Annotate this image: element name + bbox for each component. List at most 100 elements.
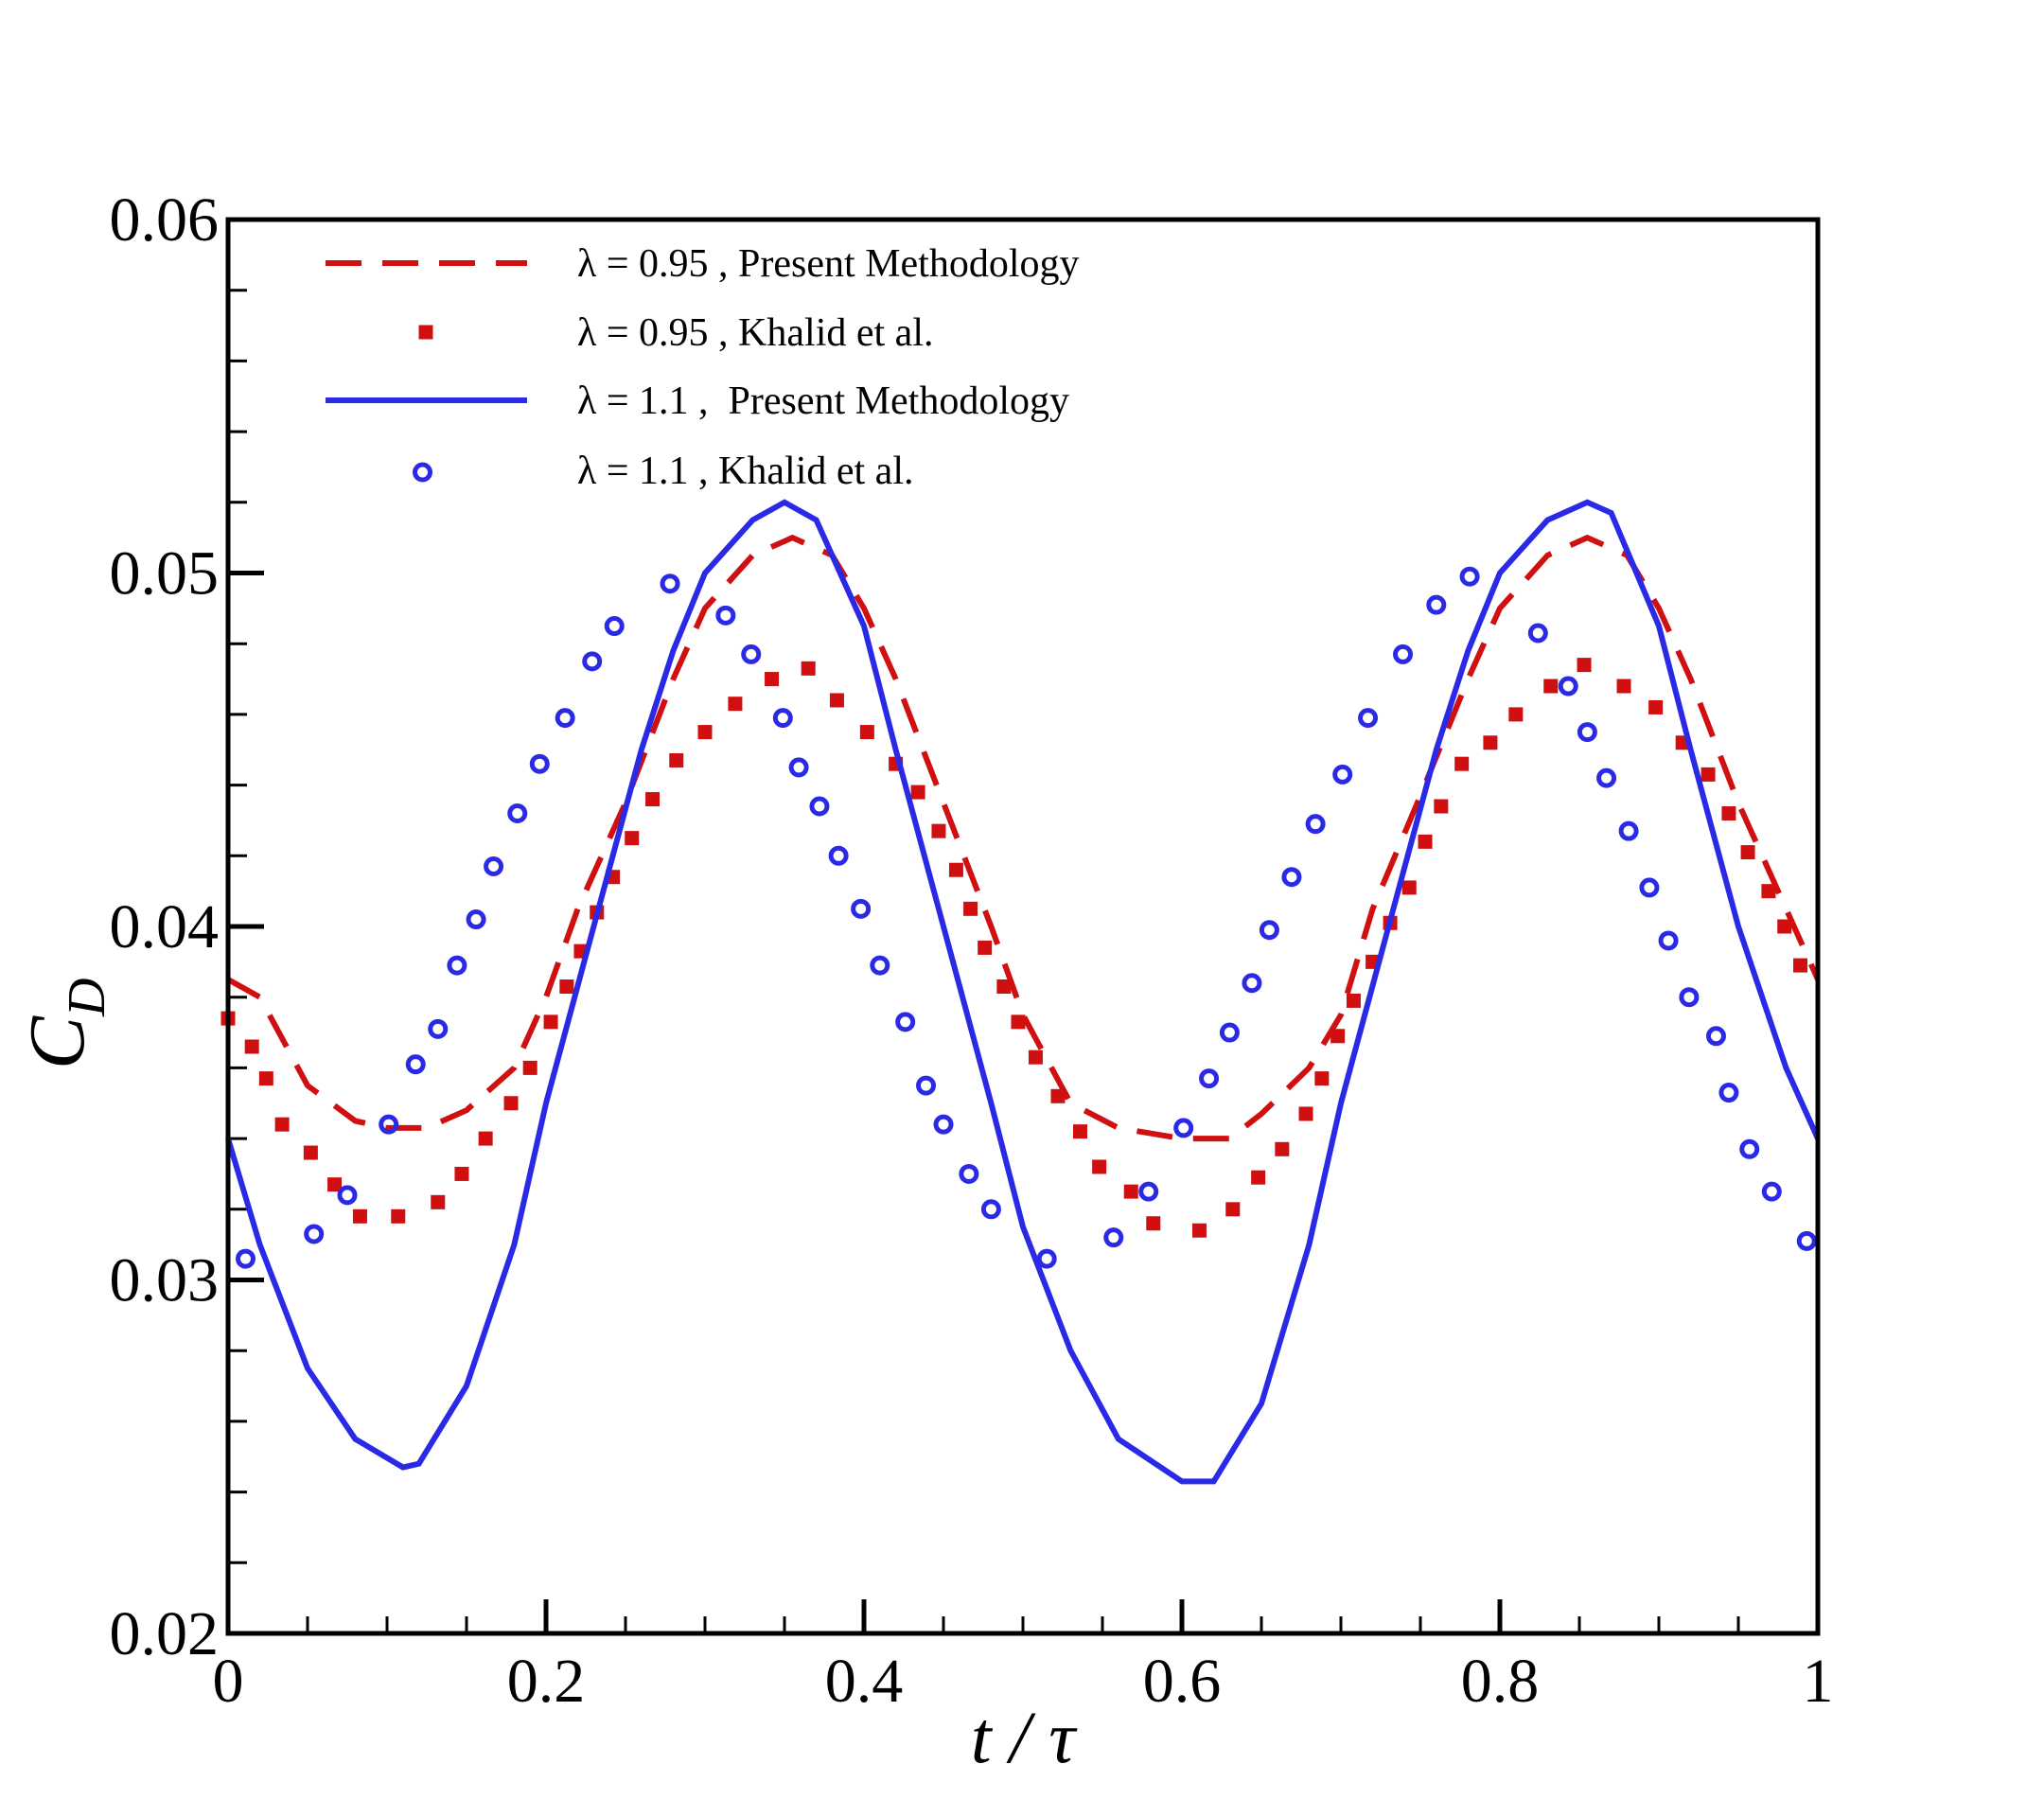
legend-swatch bbox=[418, 325, 433, 340]
square-marker bbox=[1418, 834, 1433, 849]
circle-marker bbox=[980, 1199, 1001, 1220]
square-marker bbox=[1543, 679, 1559, 694]
legend-label: λ = 0.95 , Present Methodology bbox=[577, 242, 1080, 286]
square-marker bbox=[1092, 1159, 1107, 1174]
circle-marker bbox=[916, 1075, 937, 1096]
square-marker bbox=[454, 1166, 469, 1181]
square-marker bbox=[1050, 1088, 1066, 1103]
square-marker bbox=[1011, 1014, 1026, 1030]
circle-marker bbox=[1796, 1230, 1817, 1251]
square-marker bbox=[829, 693, 844, 708]
circle-marker bbox=[484, 856, 504, 877]
circle-marker bbox=[715, 605, 736, 626]
square-marker bbox=[274, 1117, 290, 1132]
circle-marker bbox=[304, 1224, 325, 1244]
square-marker bbox=[1401, 880, 1417, 895]
y-tick-label: 0.06 bbox=[110, 185, 220, 255]
square-marker bbox=[431, 1194, 446, 1209]
x-tick-label: 0.8 bbox=[1461, 1647, 1540, 1716]
circle-marker bbox=[405, 1054, 426, 1075]
circle-marker bbox=[870, 955, 890, 976]
square-marker bbox=[1251, 1170, 1266, 1185]
circle-marker bbox=[1358, 708, 1379, 729]
circle-marker bbox=[1305, 814, 1326, 835]
square-marker bbox=[978, 940, 993, 955]
square-marker bbox=[669, 752, 684, 767]
square-marker bbox=[391, 1208, 406, 1224]
y-tick-label: 0.04 bbox=[110, 892, 220, 961]
circle-marker bbox=[788, 757, 809, 778]
circle-marker bbox=[660, 573, 680, 594]
circle-marker bbox=[851, 898, 872, 919]
circle-marker bbox=[555, 708, 575, 729]
circle-marker bbox=[447, 955, 467, 976]
square-marker bbox=[963, 901, 978, 916]
square-marker bbox=[1225, 1202, 1241, 1217]
square-marker bbox=[503, 1096, 519, 1111]
square-marker bbox=[1434, 799, 1449, 814]
square-marker bbox=[1330, 1029, 1346, 1044]
square-marker bbox=[1123, 1184, 1138, 1199]
circle-marker bbox=[235, 1248, 256, 1269]
circle-marker bbox=[1281, 867, 1302, 888]
circle-marker bbox=[1718, 1083, 1739, 1103]
square-marker bbox=[1616, 679, 1631, 694]
circle-marker bbox=[337, 1185, 358, 1206]
square-marker bbox=[859, 725, 874, 740]
legend-label: λ = 0.95 , Khalid et al. bbox=[577, 311, 933, 355]
circle-marker bbox=[1393, 644, 1414, 664]
square-marker bbox=[1314, 1071, 1330, 1086]
circle-marker bbox=[1199, 1068, 1220, 1089]
circle-marker bbox=[1459, 566, 1480, 587]
square-marker bbox=[1275, 1141, 1290, 1156]
legend-swatch bbox=[413, 462, 432, 483]
circle-marker bbox=[507, 803, 528, 823]
y-axis-label-sub: D bbox=[58, 979, 116, 1017]
square-marker bbox=[645, 792, 661, 807]
x-axis-label: t / τ bbox=[971, 1696, 1078, 1778]
square-marker bbox=[559, 979, 574, 994]
square-marker bbox=[1191, 1223, 1207, 1238]
y-tick-label: 0.05 bbox=[110, 539, 220, 609]
y-tick-label: 0.03 bbox=[110, 1246, 220, 1315]
circle-marker bbox=[604, 616, 625, 637]
square-marker bbox=[543, 1014, 558, 1030]
circle-marker bbox=[529, 753, 550, 774]
circle-marker bbox=[1618, 820, 1639, 841]
circle-marker bbox=[1761, 1181, 1782, 1202]
square-marker bbox=[1146, 1216, 1161, 1231]
circle-marker bbox=[1577, 722, 1597, 743]
square-marker bbox=[697, 725, 713, 740]
circle-marker bbox=[379, 1114, 399, 1135]
circle-marker bbox=[741, 644, 762, 664]
square-marker bbox=[1028, 1050, 1043, 1065]
circle-marker bbox=[1658, 930, 1679, 951]
x-tick-label: 1 bbox=[1803, 1647, 1834, 1716]
circle-marker bbox=[1036, 1248, 1057, 1269]
circle-marker bbox=[933, 1114, 954, 1135]
circle-marker bbox=[1558, 676, 1578, 697]
y-axis-label-main: C bbox=[13, 1015, 101, 1069]
square-marker bbox=[1740, 845, 1755, 860]
circle-marker bbox=[959, 1163, 979, 1184]
circle-marker bbox=[582, 651, 603, 672]
plot-frame bbox=[225, 217, 1821, 1636]
square-marker bbox=[327, 1177, 343, 1192]
x-tick-label: 0 bbox=[213, 1647, 244, 1716]
circle-marker bbox=[1242, 973, 1262, 994]
circle-marker bbox=[809, 796, 830, 817]
line-series bbox=[225, 499, 1821, 1485]
square-marker bbox=[352, 1208, 367, 1224]
y-axis-label: CD bbox=[13, 979, 116, 1069]
circle-marker bbox=[895, 1012, 916, 1032]
square-marker bbox=[303, 1145, 318, 1160]
circle-marker bbox=[1259, 920, 1279, 941]
square-marker bbox=[1483, 735, 1498, 750]
square-marker bbox=[728, 697, 743, 712]
legend-label: λ = 1.1 , Khalid et al. bbox=[577, 450, 913, 493]
square-marker bbox=[801, 661, 816, 676]
square-marker bbox=[1721, 805, 1736, 820]
x-tick-label: 0.6 bbox=[1143, 1647, 1222, 1716]
square-marker bbox=[996, 979, 1012, 994]
